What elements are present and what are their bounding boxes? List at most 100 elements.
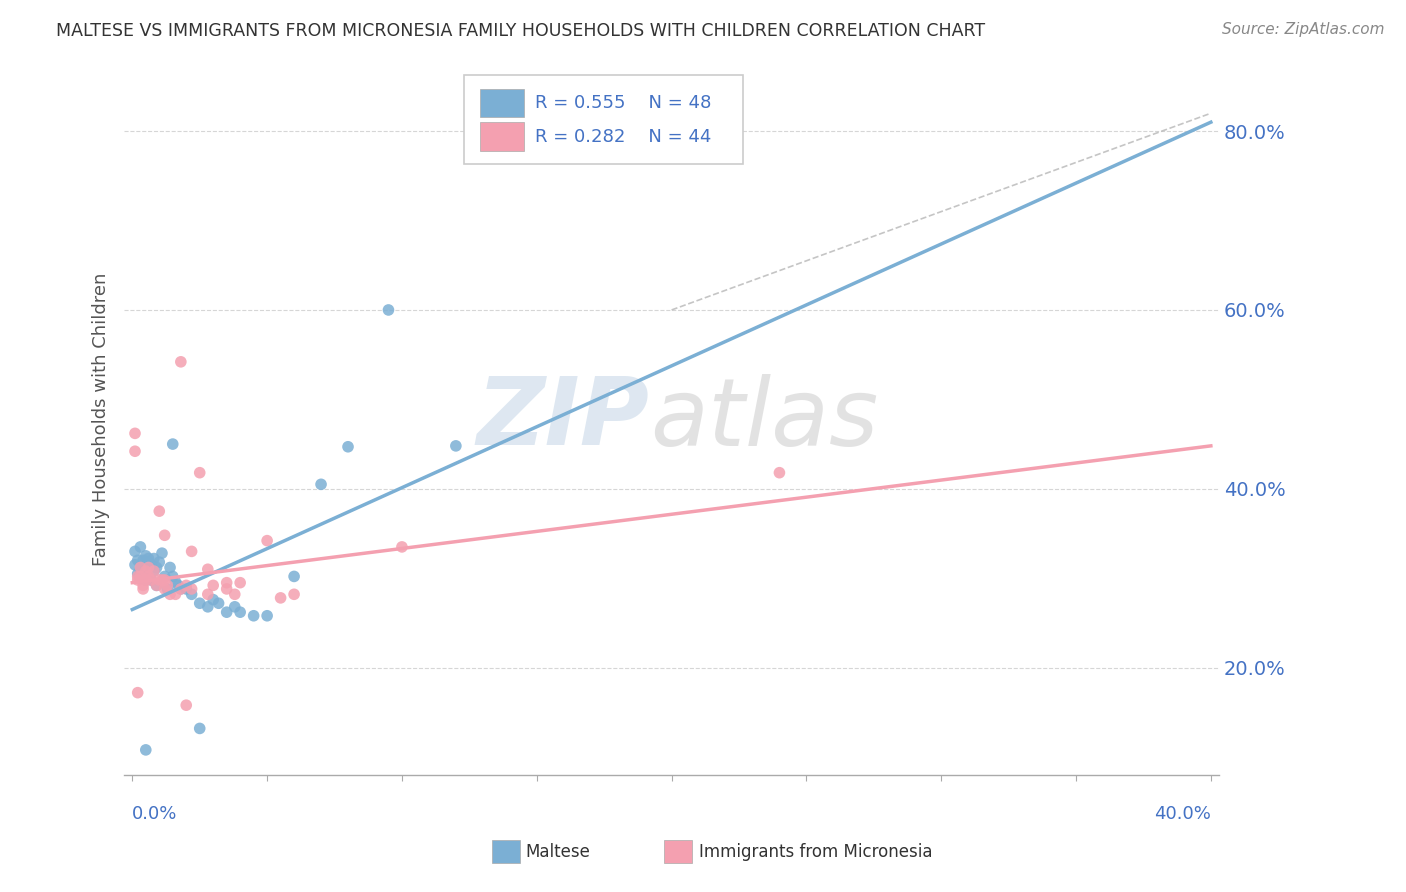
Point <box>215 575 238 590</box>
Point <box>127 553 149 567</box>
Point <box>156 582 179 596</box>
Point <box>153 528 176 542</box>
Point <box>337 440 360 454</box>
Point <box>129 560 152 574</box>
Point <box>180 587 202 601</box>
Text: Source: ZipAtlas.com: Source: ZipAtlas.com <box>1222 22 1385 37</box>
Point <box>148 555 170 569</box>
Point <box>197 599 219 614</box>
Point <box>129 571 152 585</box>
Point <box>124 426 146 441</box>
Point <box>188 466 211 480</box>
Point <box>188 596 211 610</box>
Point <box>142 564 165 578</box>
Point <box>229 605 252 619</box>
Point <box>153 569 176 583</box>
Point <box>132 553 155 567</box>
Point <box>188 722 211 736</box>
Text: MALTESE VS IMMIGRANTS FROM MICRONESIA FAMILY HOUSEHOLDS WITH CHILDREN CORRELATIO: MALTESE VS IMMIGRANTS FROM MICRONESIA FA… <box>56 22 986 40</box>
Point <box>142 551 165 566</box>
Point <box>159 560 181 574</box>
Point <box>135 743 157 757</box>
Point <box>197 587 219 601</box>
Text: Immigrants from Micronesia: Immigrants from Micronesia <box>699 843 932 861</box>
Point <box>174 578 197 592</box>
Point <box>768 466 790 480</box>
Point <box>207 596 229 610</box>
Point <box>150 546 173 560</box>
Point <box>141 558 163 572</box>
Text: Maltese: Maltese <box>526 843 591 861</box>
Point <box>165 587 187 601</box>
Point <box>180 582 202 596</box>
Point <box>224 587 246 601</box>
Point <box>170 355 193 369</box>
Point <box>202 592 225 607</box>
Point <box>124 558 146 572</box>
Point <box>153 573 176 587</box>
Point <box>174 582 197 596</box>
Point <box>391 540 413 554</box>
Point <box>132 578 155 592</box>
Point <box>270 591 292 605</box>
Point <box>215 582 238 596</box>
Point <box>224 599 246 614</box>
Point <box>150 573 173 587</box>
Point <box>135 560 157 574</box>
Point <box>129 562 152 576</box>
Point <box>283 569 305 583</box>
Point <box>138 551 160 566</box>
Point <box>135 564 157 578</box>
Point <box>141 573 163 587</box>
Point <box>138 560 160 574</box>
Point <box>170 582 193 596</box>
Point <box>135 573 157 587</box>
Point <box>229 575 252 590</box>
Point <box>167 578 190 592</box>
Point <box>156 578 179 592</box>
Point <box>138 569 160 583</box>
Point <box>145 578 167 592</box>
FancyBboxPatch shape <box>479 122 524 151</box>
Point <box>127 569 149 583</box>
Point <box>256 608 278 623</box>
Point <box>132 564 155 578</box>
Text: 0.0%: 0.0% <box>132 805 177 823</box>
Point <box>309 477 332 491</box>
Point <box>127 566 149 581</box>
FancyBboxPatch shape <box>479 89 524 118</box>
Point <box>159 587 181 601</box>
Point <box>141 573 163 587</box>
Point <box>170 582 193 596</box>
Point <box>444 439 467 453</box>
Point <box>129 569 152 583</box>
Point <box>145 578 167 592</box>
Point <box>215 605 238 619</box>
Y-axis label: Family Households with Children: Family Households with Children <box>93 273 110 566</box>
Point <box>283 587 305 601</box>
Text: R = 0.555    N = 48: R = 0.555 N = 48 <box>534 95 711 112</box>
Point <box>174 698 197 713</box>
Point <box>377 302 399 317</box>
Point <box>148 573 170 587</box>
Text: R = 0.282    N = 44: R = 0.282 N = 44 <box>534 128 711 145</box>
Point <box>162 569 184 583</box>
Point <box>132 582 155 596</box>
Point <box>135 573 157 587</box>
FancyBboxPatch shape <box>464 75 742 163</box>
Point <box>197 562 219 576</box>
Point <box>142 564 165 578</box>
Text: atlas: atlas <box>650 374 877 465</box>
Point <box>124 444 146 458</box>
Point <box>153 582 176 596</box>
Point <box>124 544 146 558</box>
Point <box>138 555 160 569</box>
Point <box>180 544 202 558</box>
Point <box>242 608 264 623</box>
Point <box>129 540 152 554</box>
Point <box>162 437 184 451</box>
Point <box>165 574 187 589</box>
Point <box>127 573 149 587</box>
Point <box>127 686 149 700</box>
Text: 40.0%: 40.0% <box>1154 805 1211 823</box>
